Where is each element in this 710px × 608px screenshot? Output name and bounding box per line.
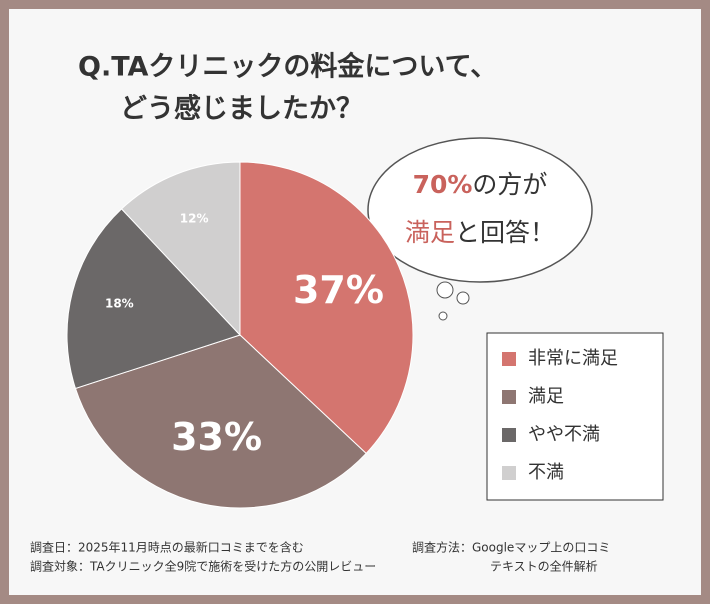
value-label: 18% <box>105 297 134 311</box>
title-line: どう感じましたか？ <box>120 93 363 125</box>
note: 調査対象：TAクリニック全9院で施術を受けた方の公開レビュー <box>30 559 376 574</box>
value-label: 12% <box>180 212 209 226</box>
legend-label: 非常に満足 <box>528 348 618 369</box>
legend-label: やや不満 <box>528 424 600 445</box>
callout-line: 満足と回答！ <box>405 218 555 247</box>
pie-slice <box>74 334 367 509</box>
callout-bubble <box>367 137 593 321</box>
pie-slice <box>120 161 241 337</box>
value-label: 33% <box>171 415 262 459</box>
legend-label: 不満 <box>528 462 564 483</box>
callout-highlight: 70% <box>413 170 473 199</box>
pie: 37% 33% 18% 12% <box>66 161 414 509</box>
note: 調査方法：Googleマップ上の口コミ <box>412 540 610 555</box>
callout-line: 70%の方が <box>413 170 548 199</box>
legend-box <box>486 332 664 501</box>
callout-highlight: 満足 <box>405 218 455 247</box>
legend-swatch <box>502 466 516 480</box>
note: テキストの全件解析 <box>490 559 598 574</box>
legend-swatch <box>502 352 516 366</box>
pie-slice <box>239 161 414 455</box>
callout-text: と回答！ <box>455 218 555 247</box>
callout-text: の方が <box>472 170 547 199</box>
pie-slice <box>66 208 241 390</box>
legend-swatch <box>502 390 516 404</box>
legend-label: 満足 <box>528 386 564 407</box>
note: 調査日：2025年11月時点の最新口コミまでを含む <box>30 540 304 555</box>
title-line: Q.TAクリニックの料金について、 <box>78 51 497 83</box>
value-label: 37% <box>293 268 384 312</box>
legend-swatch <box>502 428 516 442</box>
